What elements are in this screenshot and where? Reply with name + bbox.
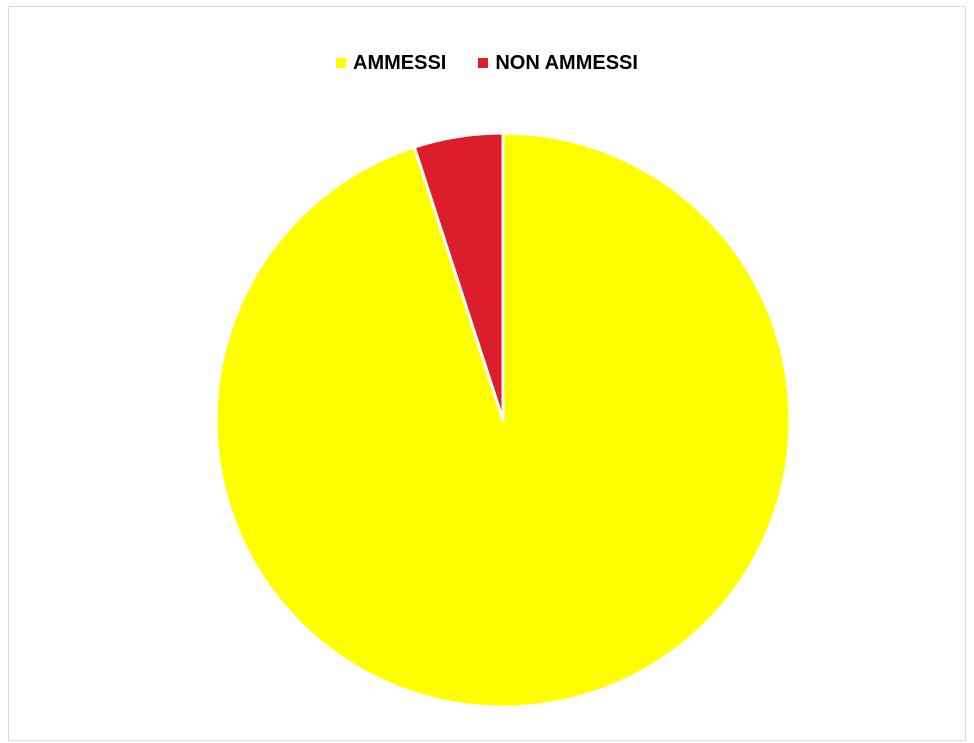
legend-label-ammessi: AMMESSI (353, 52, 447, 74)
legend-item-ammessi: AMMESSI (336, 53, 446, 73)
legend-swatch-non-ammessi (478, 58, 489, 68)
pie-slices (214, 131, 792, 709)
legend-swatch-ammessi (336, 58, 347, 68)
legend-label-non-ammessi: NON AMMESSI (495, 52, 638, 74)
pie-slice-non-ammessi (412, 131, 505, 422)
legend-item-non-ammessi: NON AMMESSI (478, 53, 638, 73)
chart-legend: AMMESSI NON AMMESSI (9, 53, 965, 73)
